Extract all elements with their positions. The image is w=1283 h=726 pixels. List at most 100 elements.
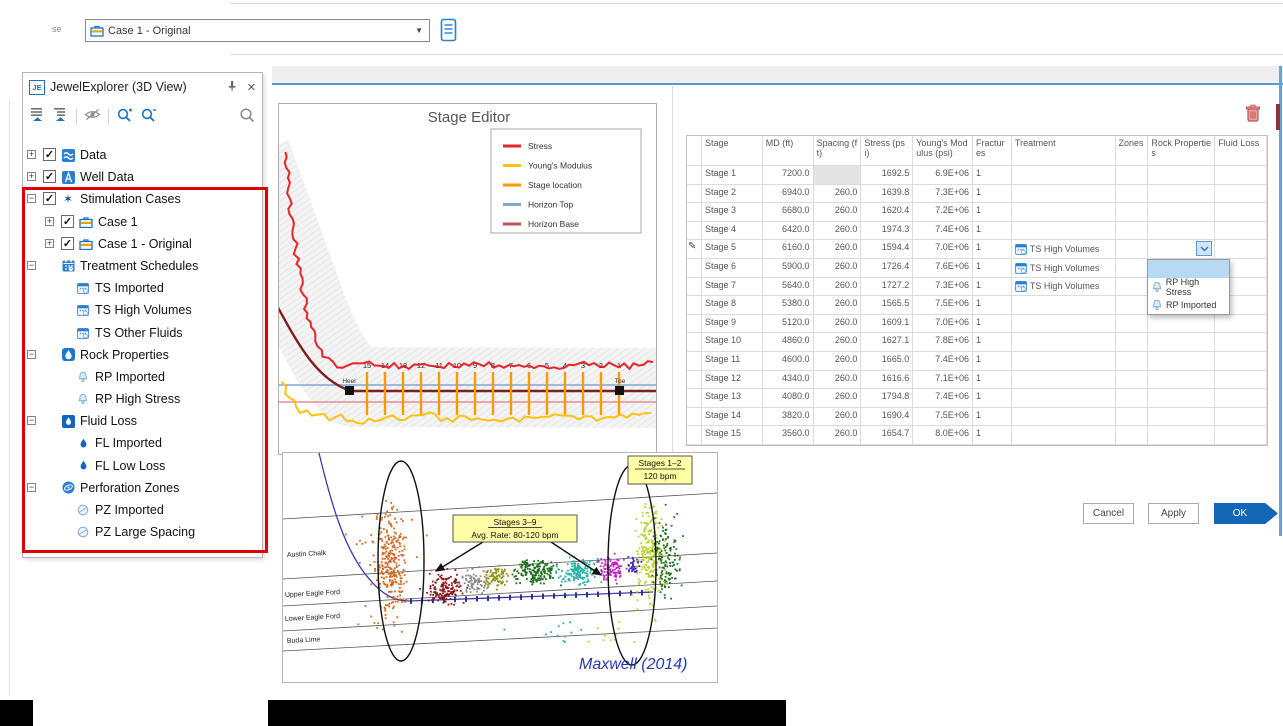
youngs-cell[interactable]: 7.5E+06 [913,296,973,314]
column-header[interactable]: MD (ft) [763,136,814,165]
zones-cell[interactable] [1116,259,1149,277]
tree-item-rock-properties[interactable]: −Rock Properties [23,344,262,366]
fractures-cell[interactable]: 1 [973,166,1012,184]
stage-cell[interactable]: Stage 15 [702,426,763,444]
close-icon[interactable]: ✕ [247,81,256,94]
fractures-cell[interactable]: 1 [973,185,1012,203]
tree-item-case-1-original[interactable]: +✓Case 1 - Original [23,233,262,255]
cancel-button[interactable]: Cancel [1083,503,1134,524]
fractures-cell[interactable]: 1 [973,222,1012,240]
rock-cell[interactable] [1148,408,1215,426]
spacing-cell[interactable]: 260.0 [814,240,862,258]
md-cell[interactable]: 4860.0 [763,333,814,351]
rock-cell[interactable] [1148,426,1215,444]
spacing-cell[interactable]: 260.0 [814,259,862,277]
stress-cell[interactable]: 1726.4 [861,259,913,277]
stage-chart-canvas[interactable]: Stage Editor151413121110987654321HeelToe… [279,104,656,454]
fractures-cell[interactable]: 1 [973,259,1012,277]
fluid-cell[interactable] [1215,352,1267,370]
table-row[interactable]: Stage 26940.0260.01639.87.3E+061 [687,185,1267,204]
stress-cell[interactable]: 1616.6 [861,371,913,389]
treatment-cell[interactable] [1012,166,1116,184]
fluid-cell[interactable] [1215,389,1267,407]
fluid-cell[interactable] [1215,315,1267,333]
fractures-cell[interactable]: 1 [973,352,1012,370]
stage-cell[interactable]: Stage 13 [702,389,763,407]
column-header[interactable]: Fluid Loss [1215,136,1267,165]
zones-cell[interactable] [1116,185,1149,203]
stress-cell[interactable]: 1620.4 [861,203,913,221]
treatment-cell[interactable] [1012,389,1116,407]
trash-icon[interactable] [1245,104,1263,124]
collapse-all-icon[interactable] [30,107,46,127]
stress-cell[interactable]: 1665.0 [861,352,913,370]
column-header[interactable]: Zones [1116,136,1149,165]
table-row[interactable]: Stage 17200.01692.56.9E+061 [687,166,1267,185]
rock-cell[interactable] [1148,371,1215,389]
treatment-cell[interactable] [1012,408,1116,426]
treatment-cell[interactable] [1012,352,1116,370]
column-header[interactable]: Young's Modulus (psi) [913,136,973,165]
tree-item-fl-low-loss[interactable]: FL Low Loss [23,455,262,477]
zones-cell[interactable] [1116,203,1149,221]
zones-cell[interactable] [1116,222,1149,240]
md-cell[interactable]: 6680.0 [763,203,814,221]
spacing-cell[interactable]: 260.0 [814,333,862,351]
fluid-cell[interactable] [1215,185,1267,203]
zones-cell[interactable] [1116,389,1149,407]
zones-cell[interactable] [1116,333,1149,351]
fractures-cell[interactable]: 1 [973,371,1012,389]
youngs-cell[interactable]: 7.4E+06 [913,389,973,407]
stress-cell[interactable]: 1794.8 [861,389,913,407]
checkbox[interactable]: ✓ [43,170,56,183]
md-cell[interactable]: 5900.0 [763,259,814,277]
zones-cell[interactable] [1116,296,1149,314]
column-header[interactable]: Stage [702,136,763,165]
expand-all-icon[interactable] [53,107,69,127]
expander-icon[interactable]: − [27,483,36,492]
stress-cell[interactable]: 1690.4 [861,408,913,426]
case-selector[interactable]: Case 1 - Original ▼ [85,19,430,42]
stress-cell[interactable]: 1565.5 [861,296,913,314]
column-header[interactable]: Rock Properties [1148,136,1215,165]
table-row[interactable]: Stage 153560.0260.01654.78.0E+061 [687,426,1267,445]
zones-cell[interactable] [1116,315,1149,333]
rock-cell[interactable] [1148,185,1215,203]
md-cell[interactable]: 3820.0 [763,408,814,426]
fluid-cell[interactable] [1215,333,1267,351]
treatment-cell[interactable] [1012,185,1116,203]
treatment-cell[interactable] [1012,426,1116,444]
spacing-cell[interactable]: 260.0 [814,352,862,370]
stress-cell[interactable]: 1692.5 [861,166,913,184]
spacing-cell[interactable]: 260.0 [814,426,862,444]
stress-cell[interactable]: 1654.7 [861,426,913,444]
stage-cell[interactable]: Stage 6 [702,259,763,277]
column-header[interactable]: Spacing (ft) [814,136,862,165]
dropdown-item-rp-imported[interactable]: RP Imported [1148,296,1229,314]
combo-dropdown-button[interactable] [1196,241,1212,256]
youngs-cell[interactable]: 7.1E+06 [913,371,973,389]
spacing-cell[interactable]: 260.0 [814,389,862,407]
tree-item-fluid-loss[interactable]: −Fluid Loss [23,410,262,432]
stress-cell[interactable]: 1727.2 [861,278,913,296]
spacing-cell[interactable]: 260.0 [814,371,862,389]
stage-cell[interactable]: Stage 2 [702,185,763,203]
rock-cell[interactable] [1148,352,1215,370]
checkbox[interactable]: ✓ [43,148,56,161]
table-row[interactable]: Stage 46420.0260.01974.37.4E+061 [687,222,1267,241]
checkbox[interactable]: ✓ [61,237,74,250]
fluid-cell[interactable] [1215,240,1267,258]
spacing-cell[interactable]: 260.0 [814,222,862,240]
youngs-cell[interactable]: 7.3E+06 [913,185,973,203]
stage-cell[interactable]: Stage 1 [702,166,763,184]
youngs-cell[interactable]: 7.4E+06 [913,222,973,240]
expander-icon[interactable]: − [27,416,36,425]
search-icon[interactable] [239,107,255,128]
fractures-cell[interactable]: 1 [973,333,1012,351]
fluid-cell[interactable] [1215,426,1267,444]
tree-item-ts-other-fluids[interactable]: TS Other Fluids [23,322,262,344]
expander-icon[interactable]: − [27,350,36,359]
rock-cell[interactable] [1148,333,1215,351]
rock-cell[interactable] [1148,315,1215,333]
table-row[interactable]: Stage 114600.0260.01665.07.4E+061 [687,352,1267,371]
